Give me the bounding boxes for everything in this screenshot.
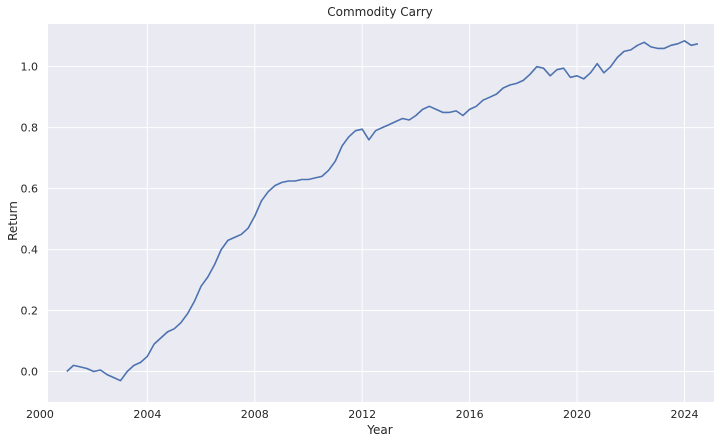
y-tick-label: 0.6 [21, 183, 39, 196]
grid [39, 24, 714, 402]
x-tick-label: 2004 [133, 408, 161, 421]
x-tick-label: 2024 [670, 408, 698, 421]
x-axis-label: Year [366, 423, 392, 437]
x-tick-label: 2000 [26, 408, 54, 421]
chart-title: Commodity Carry [327, 5, 433, 19]
series-line [66, 40, 699, 382]
x-axis: 2000 2004 2008 2012 2016 2020 2024 [26, 408, 699, 421]
x-tick-label: 2016 [456, 408, 484, 421]
x-tick-label: 2008 [241, 408, 269, 421]
y-tick-label: 0.2 [21, 305, 39, 318]
series-group [66, 40, 699, 382]
y-tick-label: 0.4 [21, 244, 39, 257]
plot-background [48, 24, 714, 402]
x-tick-label: 2012 [348, 408, 376, 421]
y-axis-label: Return [6, 201, 20, 241]
y-tick-label: 0.8 [21, 122, 39, 135]
y-tick-label: 0.0 [21, 366, 39, 379]
y-axis: 0.0 0.2 0.4 0.6 0.8 1.0 [21, 61, 39, 379]
y-tick-label: 1.0 [21, 61, 39, 74]
x-tick-label: 2020 [563, 408, 591, 421]
